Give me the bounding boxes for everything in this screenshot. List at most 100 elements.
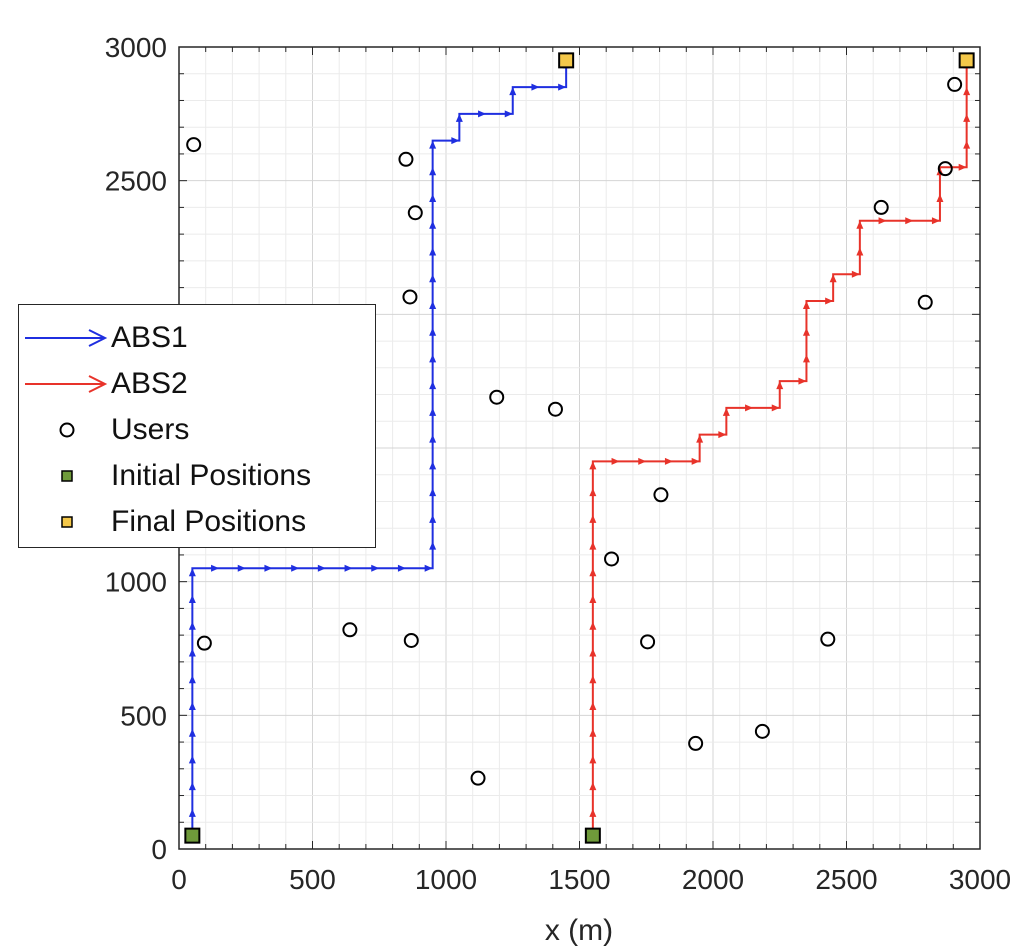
series-layer [188, 60, 971, 836]
y-tick-label: 3000 [105, 32, 167, 63]
arrow-head-abs2 [798, 377, 807, 385]
legend-square-icon-final [61, 516, 73, 528]
arrow-head-abs1 [478, 110, 487, 118]
user-marker [186, 137, 202, 153]
arrow-head-abs2 [963, 113, 971, 122]
arrow-head-abs1 [429, 488, 437, 497]
arrow-head-abs1 [188, 621, 196, 630]
arrow-head-abs2 [856, 220, 864, 229]
x-tick-label: 2000 [682, 864, 744, 895]
legend-item-final-positions: Final Positions [19, 499, 375, 545]
arrow-head-abs1 [371, 564, 380, 572]
arrow-head-abs2 [589, 648, 597, 657]
arrow-head-abs1 [344, 564, 353, 572]
arrow-head-abs2 [589, 541, 597, 550]
x-axis-label: x (m) [545, 914, 613, 947]
legend-item-abs1: ABS1 [19, 315, 375, 361]
arrow-head-abs1 [558, 83, 567, 91]
user-marker [403, 632, 419, 648]
arrow-head-abs2 [589, 514, 597, 523]
arrow-head-abs1 [317, 564, 326, 572]
arrow-head-abs2 [963, 87, 971, 96]
arrow-head-abs2 [589, 595, 597, 604]
arrow-head-abs1 [429, 434, 437, 443]
arrow-head-abs2 [589, 568, 597, 577]
arrow-head-abs1 [429, 514, 437, 523]
arrow-head-abs2 [829, 274, 837, 283]
user-marker [342, 622, 358, 638]
final-position-marker [558, 52, 575, 69]
arrow-head-abs1 [188, 728, 196, 737]
arrow-head-abs1 [397, 564, 406, 572]
legend-item-users: Users [19, 407, 375, 453]
arrow-head-abs2 [931, 217, 940, 225]
arrow-head-abs1 [509, 87, 517, 96]
arrow-head-abs1 [211, 564, 220, 572]
arrow-head-abs2 [589, 755, 597, 764]
user-marker [937, 161, 953, 177]
arrow-head-abs1 [429, 247, 437, 256]
arrow-head-abs2 [776, 381, 784, 390]
x-tick-label: 500 [289, 864, 336, 895]
arrow-head-abs1 [188, 782, 196, 791]
arrow-head-abs1 [429, 381, 437, 390]
arrow-head-abs1 [429, 140, 437, 149]
arrow-head-abs2 [589, 488, 597, 497]
arrow-head-abs2 [802, 354, 810, 363]
arrow-head-abs1 [429, 274, 437, 283]
arrow-head-abs2 [802, 327, 810, 336]
legend-label-initial-positions: Initial Positions [111, 459, 312, 492]
arrow-head-abs1 [455, 113, 463, 122]
arrow-head-abs2 [589, 675, 597, 684]
arrow-head-abs2 [664, 457, 673, 465]
arrow-head-abs1 [188, 568, 196, 577]
arrow-head-abs2 [589, 728, 597, 737]
user-marker [640, 634, 656, 650]
arrow-head-abs1 [264, 564, 273, 572]
arrow-head-abs2 [589, 808, 597, 817]
arrow-head-abs1 [429, 300, 437, 309]
y-tick-label: 1000 [105, 567, 167, 598]
user-marker [604, 551, 620, 567]
arrow-head-abs2 [802, 300, 810, 309]
grid [179, 47, 980, 849]
legend-arrow-icon-abs2 [25, 375, 108, 393]
arrow-head-abs2 [745, 404, 754, 412]
arrow-head-abs2 [589, 782, 597, 791]
y-tick-label: 2500 [105, 166, 167, 197]
arrow-head-abs1 [429, 327, 437, 336]
user-marker [196, 635, 212, 651]
arrow-head-abs2 [771, 404, 780, 412]
marker-layer [184, 52, 975, 844]
arrow-head-abs2 [722, 407, 730, 416]
arrow-head-abs2 [638, 457, 647, 465]
user-marker [653, 487, 669, 503]
x-tick-label: 2500 [815, 864, 877, 895]
initial-position-marker [584, 827, 601, 844]
arrow-head-abs1 [429, 220, 437, 229]
arrow-head-abs2 [905, 217, 914, 225]
user-marker [489, 389, 505, 405]
arrow-head-abs1 [429, 354, 437, 363]
user-marker [547, 401, 563, 417]
arrow-head-abs2 [825, 297, 834, 305]
arrow-head-abs2 [851, 270, 860, 278]
arrow-head-abs1 [429, 167, 437, 176]
user-marker [398, 151, 414, 167]
x-tick-label: 3000 [949, 864, 1011, 895]
arrow-head-abs1 [188, 808, 196, 817]
arrow-head-abs1 [504, 110, 513, 118]
user-marker [407, 205, 423, 221]
arrow-head-abs1 [429, 541, 437, 550]
legend-label-final-positions: Final Positions [111, 505, 307, 538]
arrow-head-abs1 [429, 407, 437, 416]
arrow-head-abs1 [451, 137, 460, 145]
legend-item-abs2: ABS2 [19, 361, 375, 407]
arrow-head-abs1 [237, 564, 246, 572]
arrow-head-abs2 [936, 194, 944, 203]
arrow-head-abs1 [188, 648, 196, 657]
arrow-head-abs2 [589, 701, 597, 710]
user-marker [402, 289, 418, 305]
arrow-head-abs2 [963, 140, 971, 149]
legend-label-users: Users [111, 413, 190, 446]
